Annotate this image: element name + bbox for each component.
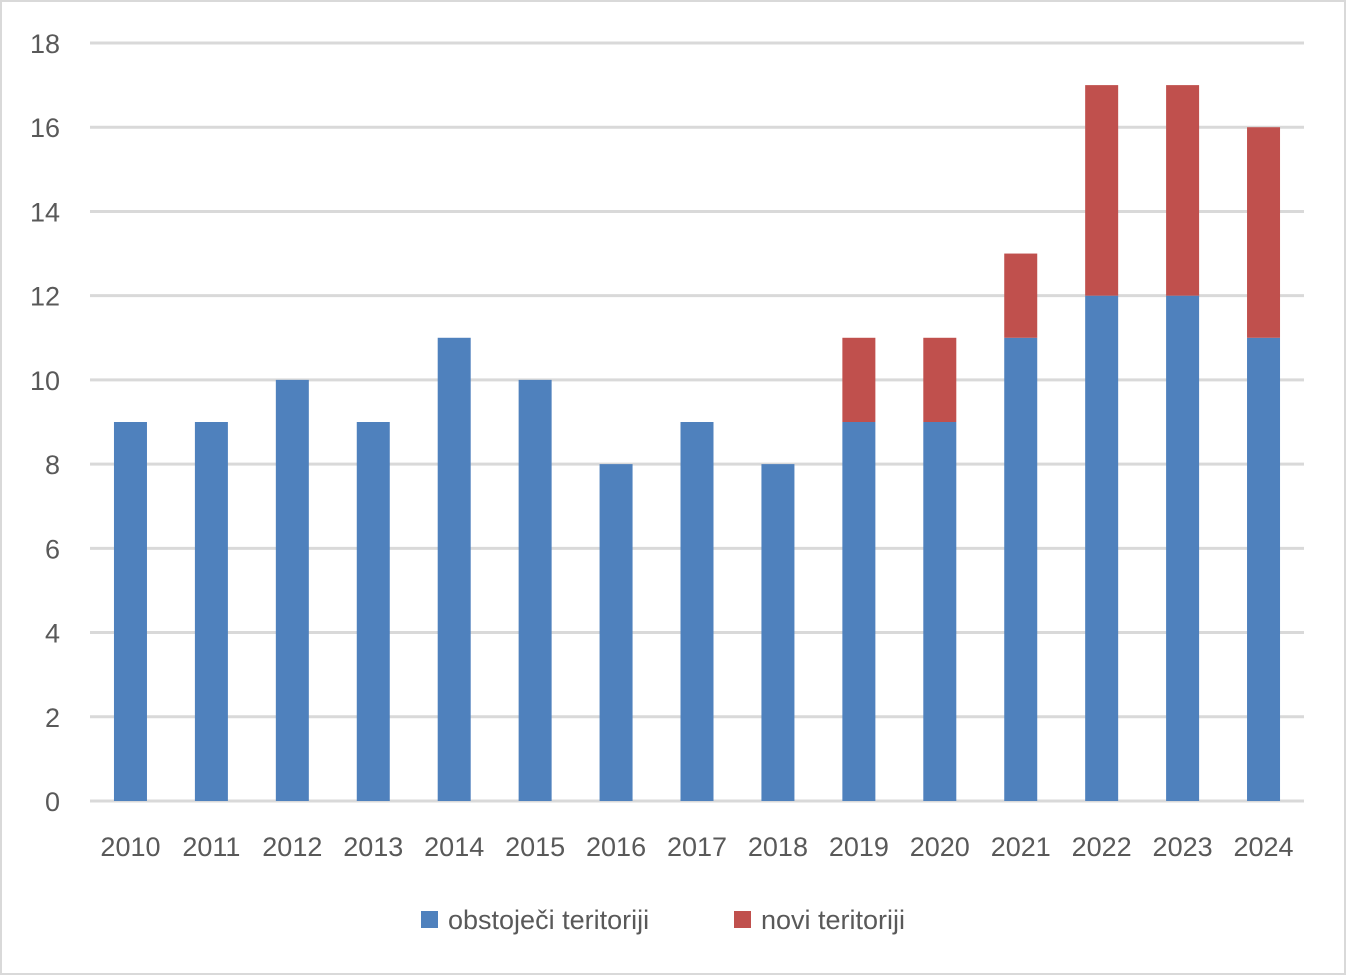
bar-2019-series-1	[842, 337, 876, 422]
x-tick-label: 2017	[667, 832, 727, 862]
x-tick-label: 2023	[1153, 832, 1213, 862]
bar-2023-series-1	[1166, 85, 1200, 296]
x-tick-label: 2024	[1233, 832, 1293, 862]
y-tick-label: 0	[45, 787, 60, 817]
legend-label-1: novi teritoriji	[761, 905, 905, 935]
bar-2022-series-0	[1085, 295, 1119, 801]
bar-2013-series-0	[356, 422, 390, 801]
bar-2024-series-1	[1247, 127, 1281, 338]
x-tick-label: 2021	[991, 832, 1051, 862]
x-tick-label: 2020	[910, 832, 970, 862]
y-axis-tick-labels: 0 2 4 6 8 10 12 14 16 18	[30, 29, 60, 817]
y-tick-label: 6	[45, 534, 60, 564]
y-tick-label: 2	[45, 703, 60, 733]
bars	[113, 85, 1281, 801]
y-tick-label: 14	[30, 197, 60, 227]
x-tick-label: 2014	[424, 832, 484, 862]
legend-swatch-1	[734, 911, 751, 928]
x-tick-label: 2019	[829, 832, 889, 862]
y-tick-label: 18	[30, 29, 60, 59]
bar-2020-series-0	[923, 422, 957, 801]
legend: obstoječi teritoriji novi teritoriji	[421, 905, 905, 935]
y-tick-label: 8	[45, 450, 60, 480]
bar-2016-series-0	[599, 464, 633, 801]
bar-2018-series-0	[761, 464, 795, 801]
x-tick-label: 2022	[1072, 832, 1132, 862]
legend-swatch-0	[421, 911, 438, 928]
legend-label-0: obstoječi teritoriji	[448, 905, 649, 935]
x-tick-label: 2012	[262, 832, 322, 862]
x-tick-label: 2010	[100, 832, 160, 862]
bar-2024-series-0	[1247, 337, 1281, 801]
bar-2017-series-0	[680, 422, 714, 801]
x-axis-tick-labels: 2010 2011 2012 2013 2014 2015 2016 2017 2018 2019…	[100, 832, 1293, 862]
bar-2011-series-0	[194, 422, 228, 801]
bar-2021-series-1	[1004, 253, 1038, 338]
bar-2019-series-0	[842, 422, 876, 801]
y-tick-label: 4	[45, 619, 60, 649]
y-tick-label: 10	[30, 366, 60, 396]
bar-2010-series-0	[113, 422, 147, 801]
x-tick-label: 2013	[343, 832, 403, 862]
bar-2021-series-0	[1004, 337, 1038, 801]
bar-2020-series-1	[923, 337, 957, 422]
x-tick-label: 2018	[748, 832, 808, 862]
y-tick-label: 12	[30, 282, 60, 312]
x-tick-label: 2015	[505, 832, 565, 862]
bar-2015-series-0	[518, 379, 552, 801]
bar-2022-series-1	[1085, 85, 1119, 296]
x-tick-label: 2016	[586, 832, 646, 862]
y-tick-label: 16	[30, 113, 60, 143]
x-tick-label: 2011	[182, 832, 240, 862]
bar-2023-series-0	[1166, 295, 1200, 801]
bar-2012-series-0	[275, 379, 309, 801]
bar-2014-series-0	[437, 337, 471, 801]
